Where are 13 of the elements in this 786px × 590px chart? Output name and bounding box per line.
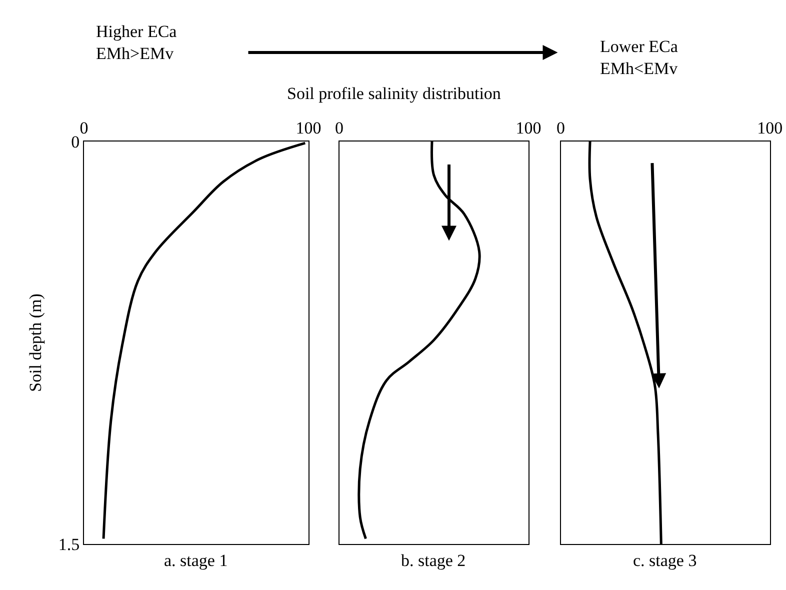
text: Higher ECa EMh>EMv [96, 22, 178, 64]
chart-title: Soil profile salinity distribution [287, 84, 502, 103]
x-tick-label: 0 [556, 118, 566, 138]
x-axis-title: b. stage 2 [401, 551, 466, 570]
x-axis-title: a. stage 1 [164, 551, 228, 570]
x-axis-title: c. stage 3 [633, 551, 697, 570]
x-tick-label: 100 [516, 118, 542, 138]
text: Lower ECa EMh<EMv [600, 37, 678, 78]
y-axis-title: Soil depth (m) [26, 294, 45, 392]
x-tick-label: 100 [757, 118, 783, 138]
y-tick-label: 1.5 [58, 534, 80, 554]
x-tick-label: 100 [296, 118, 322, 138]
x-tick-label: 0 [335, 118, 344, 138]
